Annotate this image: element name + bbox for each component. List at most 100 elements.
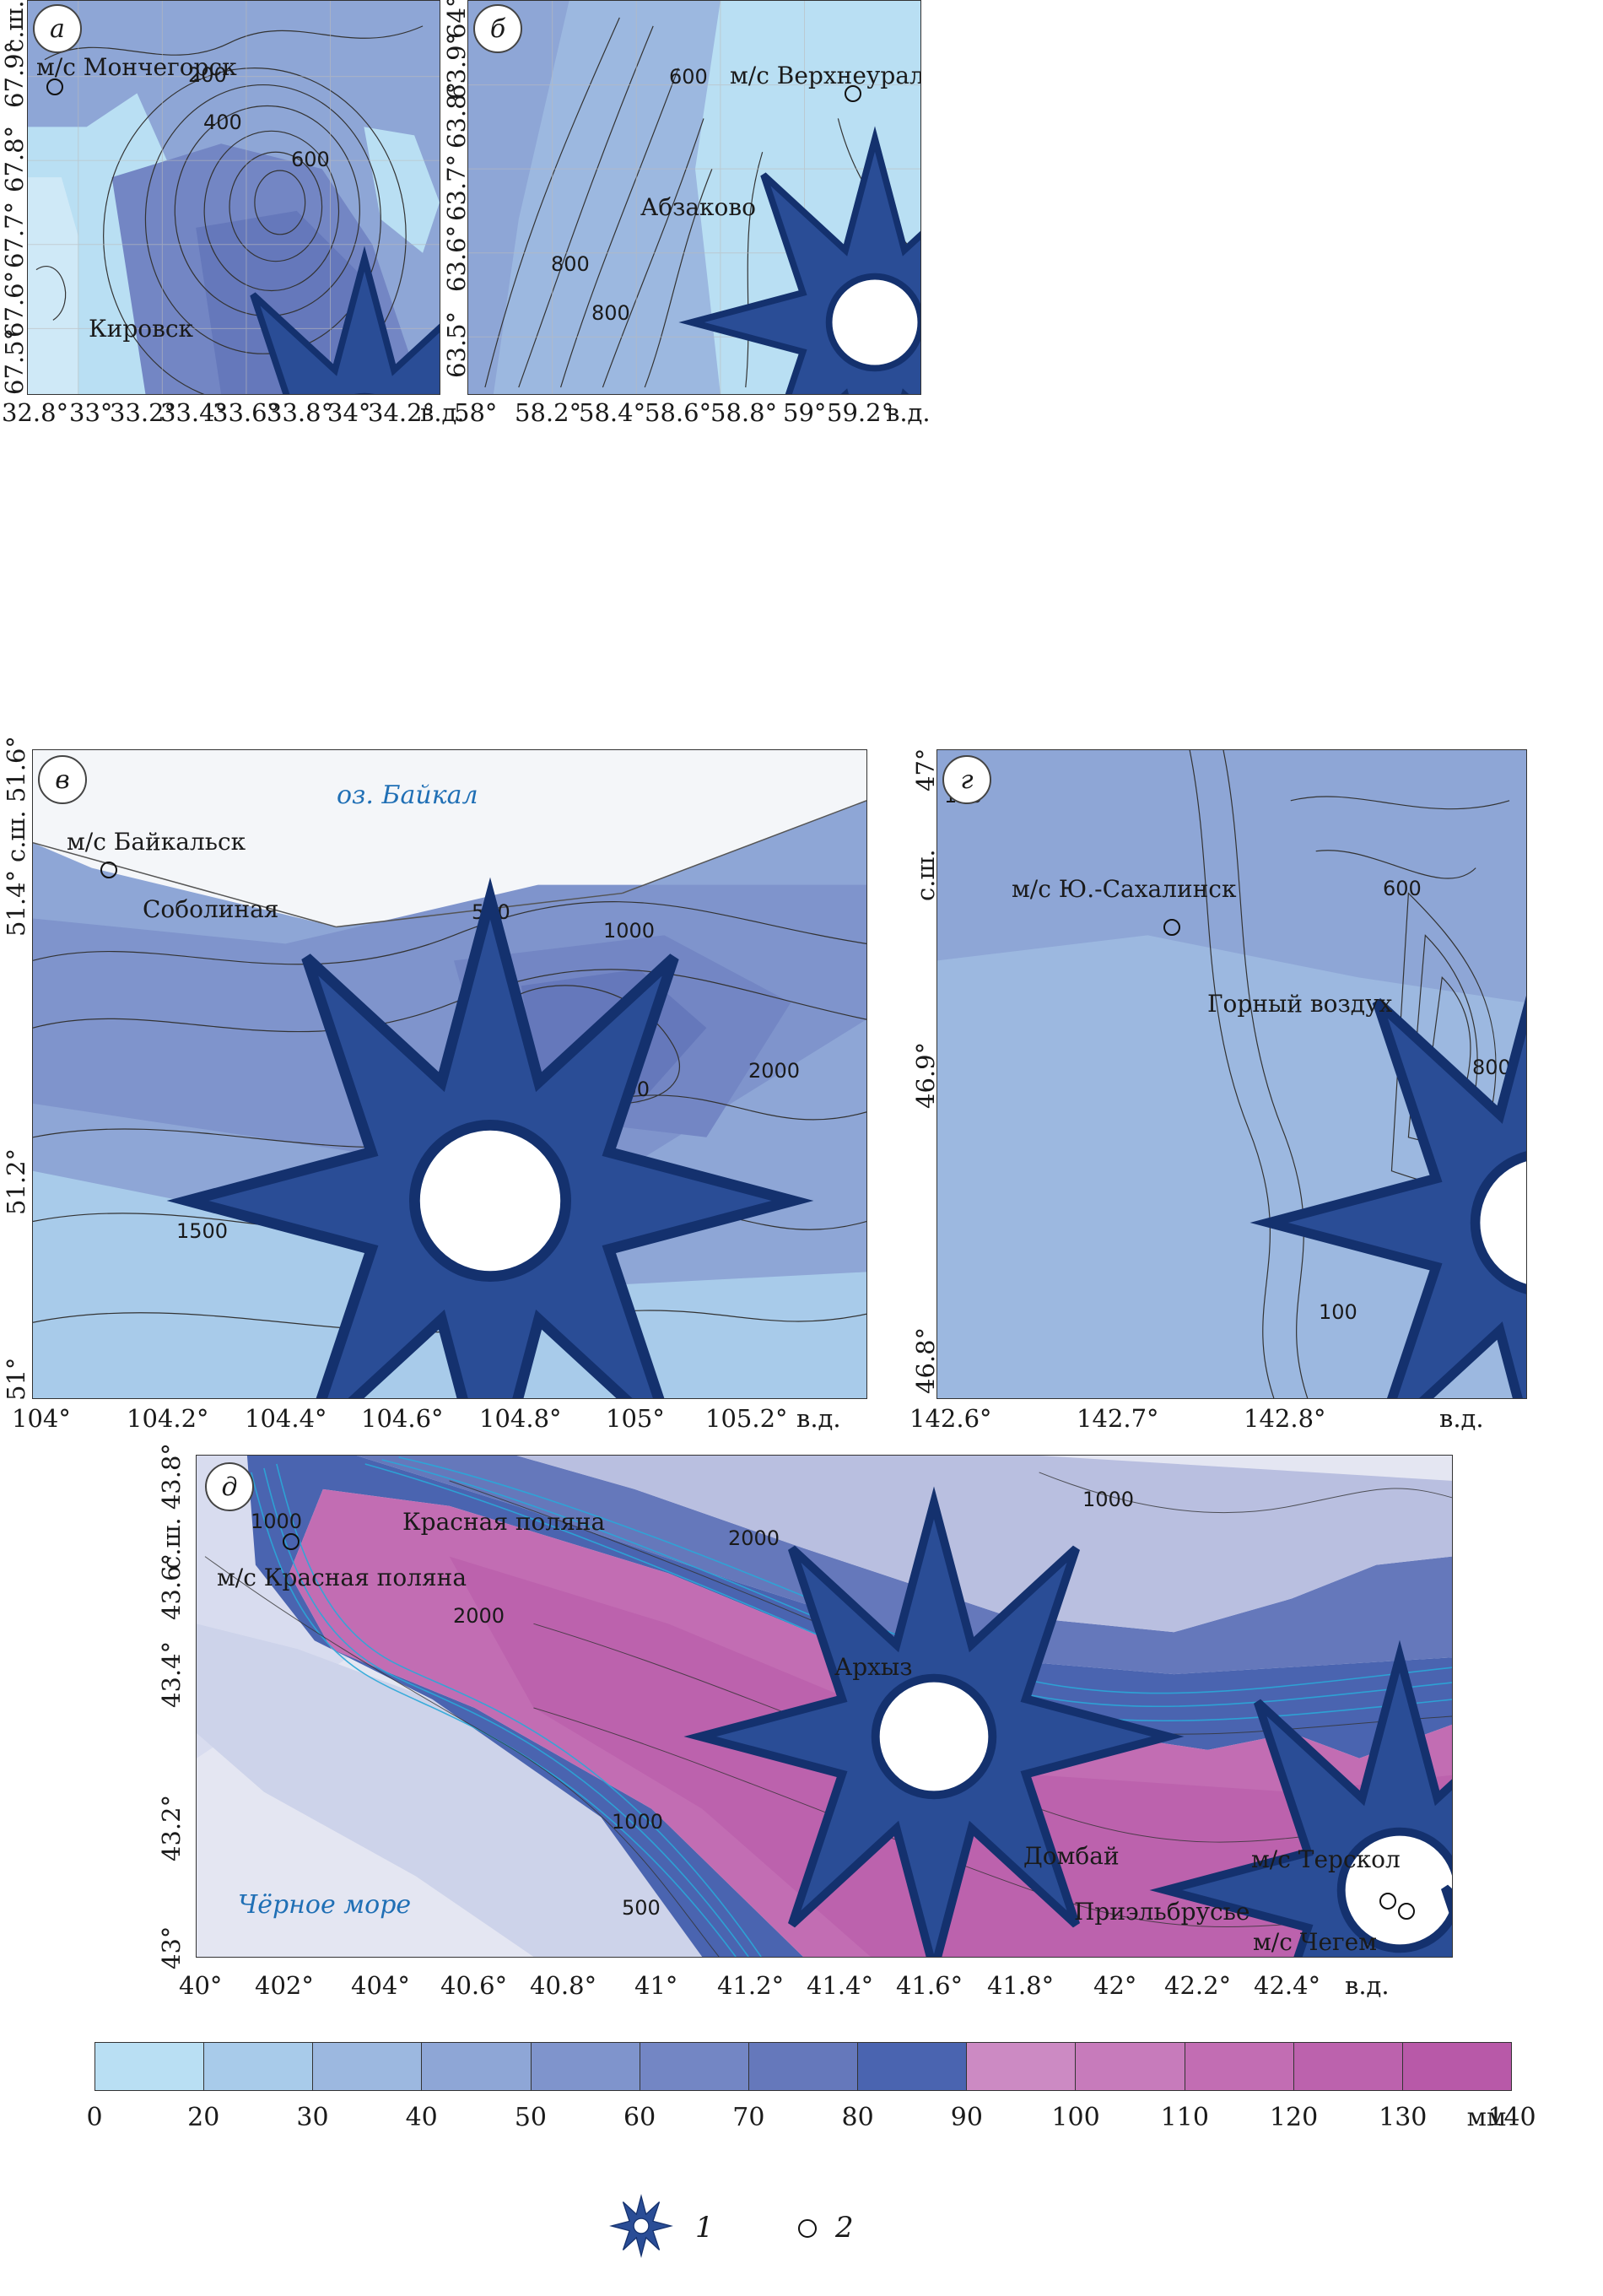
star-icon <box>683 1486 1185 1957</box>
color-scale-cell <box>1293 2043 1403 2090</box>
y-tick: 43.2° <box>157 1794 186 1861</box>
color-scale-tick: 120 <box>1269 2103 1319 2132</box>
star-icon <box>166 877 814 1398</box>
color-scale-tick: 40 <box>405 2103 438 2132</box>
x-axis-unit: в.д. <box>1439 1404 1484 1433</box>
color-scale-tick: 80 <box>841 2103 874 2132</box>
x-tick: 404° <box>351 1971 410 2000</box>
star-icon <box>1249 995 1526 1398</box>
water-label-black-sea-visible: Чёрное море <box>238 1890 412 1920</box>
station-label-yuzhno-sakhalinsk: м/с Ю.-Сахалинск <box>1012 875 1237 903</box>
x-tick: 41° <box>634 1971 678 2000</box>
color-scale-tick: 90 <box>950 2103 983 2132</box>
legend-symbol-1-label: 1 <box>695 2211 714 2245</box>
color-scale-tick: мм <box>1466 2103 1507 2132</box>
x-tick: 104.2° <box>127 1404 209 1433</box>
color-scale-tick: 30 <box>296 2103 329 2132</box>
water-label-baikal: оз. Байкал <box>337 781 478 810</box>
color-scale-tick: 110 <box>1160 2103 1209 2132</box>
x-axis-unit: в.д. <box>886 398 931 427</box>
color-scale-cell <box>204 2043 314 2090</box>
color-scale-cell <box>95 2043 205 2090</box>
star-icon <box>609 2194 673 2258</box>
color-scale-tick: 0 <box>86 2103 103 2132</box>
y-tick: 43.4° <box>157 1640 186 1708</box>
contour-label: 2000 <box>748 1059 801 1083</box>
color-scale-cell <box>422 2043 532 2090</box>
contour-label: 800 <box>1472 1056 1511 1079</box>
y-tick: 67.7° <box>0 201 29 268</box>
x-tick: 142.6° <box>909 1404 992 1433</box>
y-tick: 46.9° <box>911 1041 940 1109</box>
color-scale-cell <box>858 2043 968 2090</box>
x-tick: 142.8° <box>1244 1404 1326 1433</box>
contour-label: 1000 <box>603 919 656 943</box>
y-tick: 51.4° <box>2 869 30 937</box>
color-scale-cell <box>1076 2043 1185 2090</box>
y-tick: 67.5° <box>0 327 29 395</box>
station-circle-icon <box>1163 919 1180 936</box>
y-tick: 64° <box>442 0 471 39</box>
x-tick: 33° <box>69 398 113 427</box>
x-tick: 34° <box>327 398 371 427</box>
map-panel-b: б м/с Верхнеуральск Абзаково 600 800 800… <box>467 0 921 395</box>
star-icon <box>678 126 920 394</box>
y-tick: с.ш. 43.8° <box>157 1443 186 1569</box>
x-tick: 42° <box>1093 1971 1137 2000</box>
contour-label: 2000 <box>728 1526 780 1550</box>
contour-label: 1000 <box>1082 1488 1135 1511</box>
x-tick: 41.8° <box>987 1971 1055 2000</box>
color-scale-tick: 130 <box>1379 2103 1428 2132</box>
legend-symbol-2-label: 2 <box>835 2211 854 2245</box>
color-scale-tick: 50 <box>514 2103 548 2132</box>
x-tick: 104.8° <box>479 1404 562 1433</box>
contour-label: 500 <box>622 1896 661 1920</box>
resort-label-krasnaya-polyana: Красная поляна <box>402 1508 606 1536</box>
y-tick: 51.2° <box>2 1148 30 1215</box>
x-tick: 142.7° <box>1077 1404 1159 1433</box>
x-tick: 58.4° <box>579 398 646 427</box>
y-tick: 51° <box>2 1357 30 1401</box>
y-tick: 43° <box>157 1926 186 1969</box>
star-icon <box>1149 1640 1452 1957</box>
x-tick: 105° <box>606 1404 665 1433</box>
map-panel-a: а м/с Мончегорск Кировск 200 400 600 <box>27 0 440 395</box>
y-tick: 63.5° <box>442 311 471 378</box>
color-scale-tick: 100 <box>1051 2103 1100 2132</box>
color-scale-tick: 60 <box>623 2103 656 2132</box>
x-tick: 59° <box>783 398 827 427</box>
panel-label-b: б <box>473 4 522 53</box>
contour-label: 100 <box>1319 1300 1357 1324</box>
x-tick: 40.8° <box>530 1971 597 2000</box>
x-tick: 58.6° <box>645 398 712 427</box>
resort-label-kirovsk: Кировск <box>89 315 194 343</box>
contour-label: 600 <box>291 148 330 171</box>
map-panel-g: г 100 м/с Ю.-Сахалинск Горный воздух 600… <box>936 749 1527 1399</box>
color-scale-cell <box>313 2043 423 2090</box>
x-tick: 41.2° <box>717 1971 785 2000</box>
x-tick: 42.4° <box>1254 1971 1321 2000</box>
x-tick: 33.6° <box>213 398 280 427</box>
y-tick: 67.6° <box>0 270 29 338</box>
station-circle-icon <box>46 78 63 95</box>
station-label-chegem: м/с Чегем <box>1253 1928 1378 1956</box>
color-scale-cell <box>748 2043 859 2090</box>
x-tick: 104.6° <box>361 1404 444 1433</box>
color-scale-tick: 70 <box>732 2103 765 2132</box>
x-tick: 33.4° <box>160 398 228 427</box>
resort-label-sobolinaya: Соболиная <box>143 895 279 923</box>
contour-label: 1500 <box>176 1219 229 1243</box>
x-tick: 105.2° <box>705 1404 788 1433</box>
map-panel-v: в оз. Байкал м/с Байкальск Соболиная 500… <box>32 749 867 1399</box>
y-tick: с.ш. 68° <box>0 0 29 52</box>
station-label-monchegorsk: м/с Мончегорск <box>36 53 237 81</box>
x-tick: 33.8° <box>267 398 334 427</box>
x-tick: 32.8° <box>2 398 69 427</box>
x-tick: 58° <box>454 398 498 427</box>
y-tick: 63.7° <box>442 154 471 221</box>
x-tick: 58.2° <box>515 398 582 427</box>
panel-label-a: а <box>33 4 82 53</box>
contour-label: 800 <box>551 252 590 276</box>
x-axis-unit: в.д. <box>796 1404 841 1433</box>
map-a-fill <box>28 1 440 394</box>
